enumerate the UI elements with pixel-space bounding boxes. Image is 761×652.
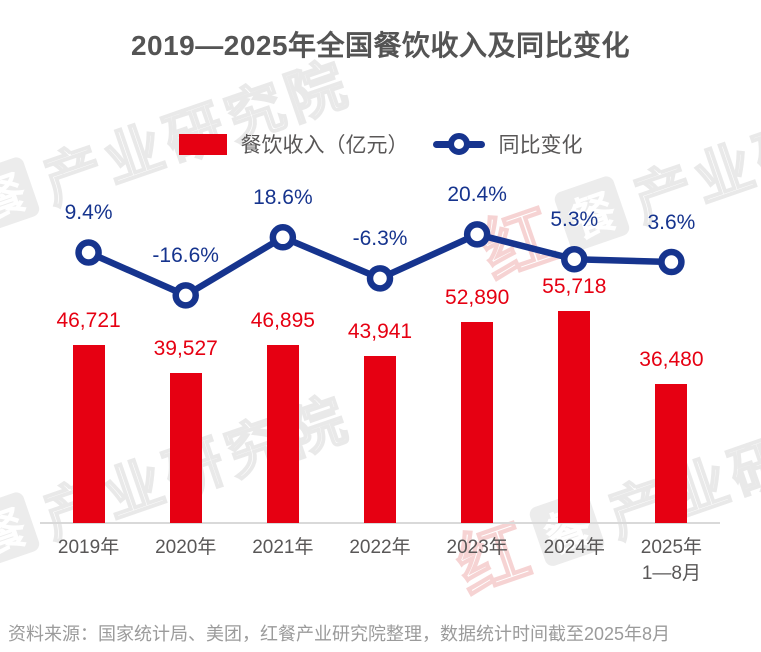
- yoy-value-label: 5.3%: [550, 208, 599, 232]
- yoy-point-marker: [561, 246, 588, 273]
- yoy-point-marker: [172, 282, 199, 309]
- yoy-point-marker: [75, 239, 102, 266]
- legend-bar-label: 餐饮收入（亿元）: [240, 134, 409, 157]
- legend-line-label: 同比变化: [498, 134, 583, 157]
- yoy-value-label: -16.6%: [152, 244, 219, 268]
- yoy-point-marker: [658, 248, 685, 276]
- revenue-bar: [169, 373, 202, 523]
- yoy-value-label: 9.4%: [64, 201, 113, 225]
- revenue-bar: [266, 345, 299, 523]
- yoy-value-label: 20.4%: [447, 183, 507, 207]
- bar-value-label: 46,721: [56, 309, 121, 332]
- x-axis-line: [40, 522, 720, 524]
- x-axis-label: 2020年: [155, 537, 217, 558]
- revenue-bar: [655, 384, 688, 523]
- source-note: 资料来源：国家统计局、美团，红餐产业研究院整理，数据统计时间截至2025年8月: [8, 624, 671, 644]
- revenue-bar: [558, 311, 591, 523]
- yoy-point-marker: [463, 221, 491, 248]
- legend: 餐饮收入（亿元） 同比变化: [0, 129, 761, 159]
- yoy-value-label: 18.6%: [253, 186, 313, 210]
- yoy-value-label: -6.3%: [352, 227, 408, 251]
- x-axis-label: 2024年: [543, 537, 605, 558]
- x-axis-label: 2019年: [57, 537, 120, 558]
- revenue-bar: [364, 356, 396, 523]
- bar-value-label: 46,895: [250, 309, 315, 332]
- yoy-point-marker: [366, 265, 394, 292]
- yoy-point-marker: [269, 224, 297, 251]
- chart-title: 2019—2025年全国餐饮收入及同比变化: [130, 30, 631, 61]
- revenue-bar: [461, 322, 494, 523]
- bar-value-label: 52,890: [445, 286, 510, 309]
- legend-line-marker-icon: [447, 133, 470, 155]
- bar-value-label: 39,527: [153, 337, 218, 360]
- revenue-bar: [72, 345, 105, 523]
- x-axis-label: 2021年: [252, 537, 314, 558]
- bar-value-label: 43,941: [347, 320, 413, 343]
- x-axis-label: 2022年: [349, 537, 411, 558]
- bar-value-label: 55,718: [542, 275, 607, 298]
- bar-value-label: 36,480: [639, 348, 704, 371]
- legend-line-swatch: [432, 132, 485, 156]
- yoy-value-label: 3.6%: [647, 211, 696, 235]
- x-axis-label: 2023年: [446, 537, 508, 558]
- legend-bar-swatch: [178, 133, 227, 155]
- x-axis-label: 2025年 1—8月: [640, 537, 703, 584]
